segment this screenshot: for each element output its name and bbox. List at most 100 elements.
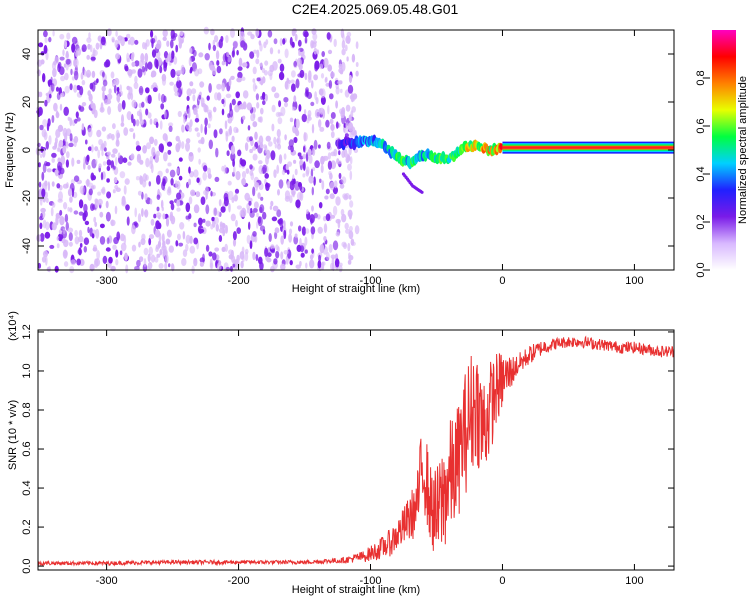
- noise-speckle: [124, 252, 128, 261]
- noise-speckle: [123, 185, 127, 195]
- noise-speckle: [300, 252, 305, 258]
- noise-speckle: [338, 67, 344, 74]
- noise-speckle: [114, 39, 119, 49]
- noise-speckle: [235, 91, 240, 99]
- noise-speckle: [176, 192, 182, 200]
- noise-speckle: [161, 245, 167, 252]
- noise-speckle: [205, 220, 211, 227]
- noise-speckle: [253, 207, 258, 213]
- noise-speckle: [277, 189, 280, 196]
- noise-speckle: [43, 30, 48, 38]
- noise-speckle: [49, 93, 52, 99]
- noise-speckle: [39, 199, 43, 206]
- noise-speckle: [230, 145, 236, 155]
- noise-speckle: [116, 86, 120, 93]
- noise-speckle: [193, 237, 199, 245]
- noise-speckle: [182, 230, 186, 240]
- x-tick-label: -300: [96, 575, 118, 587]
- colorbar-tick-label: 0.4: [695, 166, 707, 181]
- noise-speckle: [221, 82, 226, 92]
- noise-speckle: [250, 34, 255, 40]
- noise-speckle: [54, 169, 59, 175]
- noise-speckle: [223, 196, 229, 207]
- noise-speckle: [124, 178, 130, 185]
- x-tick-label: 100: [625, 275, 643, 287]
- noise-speckle: [329, 93, 334, 100]
- noise-speckle: [53, 102, 58, 112]
- noise-speckle: [214, 35, 219, 43]
- noise-speckle: [258, 40, 262, 46]
- noise-speckle: [318, 119, 322, 128]
- noise-speckle: [59, 33, 65, 40]
- noise-speckle: [58, 236, 63, 242]
- noise-speckle: [74, 118, 78, 124]
- noise-speckle: [236, 77, 242, 83]
- noise-speckle: [304, 249, 308, 254]
- noise-speckle: [339, 183, 345, 189]
- noise-speckle: [222, 228, 226, 237]
- noise-speckle: [135, 145, 142, 152]
- colorbar-ticks: 0.0 0.2 0.4 0.6 0.8: [695, 70, 710, 278]
- noise-speckle: [39, 232, 45, 242]
- noise-speckle: [144, 210, 147, 216]
- noise-speckle: [106, 165, 111, 172]
- noise-speckle: [317, 226, 323, 234]
- noise-speckle: [302, 161, 306, 171]
- noise-speckle: [322, 155, 326, 162]
- noise-speckle: [221, 246, 226, 252]
- noise-speckle: [126, 33, 131, 39]
- snr-plot-area: [38, 330, 674, 570]
- noise-speckle: [38, 181, 42, 188]
- noise-speckle: [188, 196, 193, 205]
- noise-speckle: [66, 32, 71, 40]
- noise-speckle: [276, 129, 281, 138]
- noise-speckle: [330, 262, 335, 271]
- noise-speckle: [345, 104, 351, 112]
- noise-speckle: [274, 143, 278, 149]
- noise-speckle: [332, 240, 339, 251]
- noise-speckle: [62, 49, 65, 56]
- noise-speckle: [252, 121, 258, 128]
- noise-speckle: [86, 54, 90, 60]
- noise-speckle: [212, 106, 217, 113]
- noise-speckle: [155, 43, 161, 50]
- noise-speckle: [221, 108, 225, 116]
- noise-speckle: [256, 77, 261, 82]
- noise-speckle: [276, 164, 280, 174]
- snr-series-line: [37, 335, 675, 567]
- noise-speckle: [346, 37, 351, 45]
- noise-speckle: [155, 121, 159, 128]
- noise-speckle: [182, 249, 188, 257]
- noise-speckle: [162, 36, 167, 41]
- noise-speckle: [350, 238, 355, 246]
- noise-speckle: [51, 222, 57, 231]
- noise-speckle: [168, 125, 173, 132]
- noise-speckle: [311, 205, 314, 212]
- noise-speckle: [277, 58, 282, 64]
- colorbar-gradient: [712, 30, 736, 270]
- noise-speckle: [185, 122, 191, 131]
- noise-speckle: [86, 73, 91, 78]
- noise-speckle: [132, 132, 136, 140]
- noise-speckle: [208, 83, 212, 93]
- noise-speckle: [194, 118, 200, 123]
- noise-speckle: [305, 262, 308, 269]
- noise-speckle: [320, 73, 325, 79]
- noise-speckle: [167, 186, 172, 194]
- noise-speckle: [252, 82, 257, 92]
- noise-speckle: [87, 226, 90, 234]
- noise-speckle: [113, 177, 118, 184]
- noise-speckle: [93, 244, 97, 251]
- noise-speckle: [249, 164, 253, 170]
- noise-speckle: [284, 134, 287, 141]
- noise-speckle: [50, 83, 55, 92]
- noise-speckle: [122, 157, 128, 163]
- noise-speckle: [159, 249, 163, 256]
- noise-speckle: [321, 261, 325, 271]
- noise-speckle: [67, 206, 70, 212]
- noise-speckle: [341, 48, 346, 56]
- noise-speckle: [159, 65, 163, 74]
- noise-speckle: [298, 225, 302, 232]
- noise-speckle: [65, 141, 69, 149]
- noise-speckle: [99, 211, 104, 218]
